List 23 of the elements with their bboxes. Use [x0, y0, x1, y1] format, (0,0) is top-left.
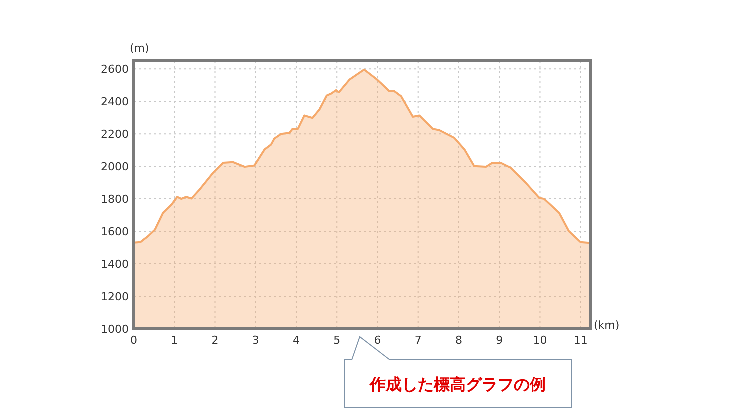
y-tick-label: 1000 — [101, 323, 129, 336]
x-tick-label: 1 — [171, 334, 178, 347]
y-tick-label: 1200 — [101, 290, 129, 304]
x-tick-label: 8 — [455, 334, 462, 347]
x-tick-label: 10 — [533, 334, 548, 347]
y-tick-label: 1600 — [101, 226, 129, 239]
y-tick-label: 2600 — [101, 63, 129, 76]
x-tick-label: 4 — [292, 334, 300, 347]
x-tick-label: 0 — [130, 334, 138, 347]
y-tick-label: 1800 — [101, 193, 129, 206]
x-tick-label: 2 — [212, 334, 219, 347]
y-tick-label: 2200 — [101, 128, 129, 142]
x-tick-label: 6 — [374, 334, 382, 347]
x-tick-label: 3 — [252, 334, 260, 347]
y-tick-label: 2000 — [101, 160, 129, 174]
x-axis-title: (km) — [594, 319, 620, 332]
y-axis-title: (m) — [130, 42, 150, 55]
x-tick-label: 9 — [496, 334, 504, 347]
y-tick-label: 1400 — [101, 258, 129, 272]
x-tick-label: 7 — [414, 334, 422, 347]
x-tick-label: 5 — [334, 334, 341, 347]
x-tick-label: 11 — [574, 334, 588, 347]
y-tick-label: 2400 — [101, 96, 129, 109]
